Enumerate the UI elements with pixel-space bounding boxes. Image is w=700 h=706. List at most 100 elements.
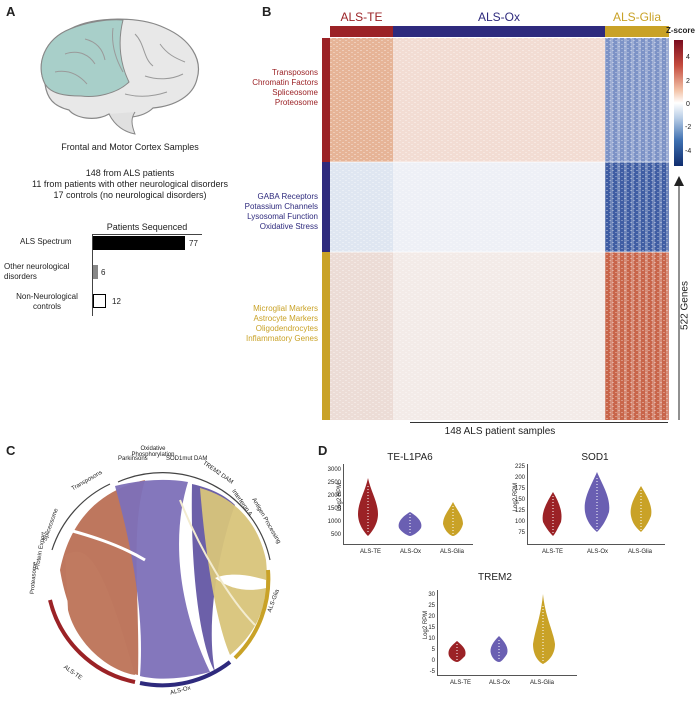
violin-shapes bbox=[542, 472, 652, 536]
ytick: 75 bbox=[518, 530, 525, 536]
y-axis-label: 522 Genes bbox=[679, 265, 691, 346]
violin-title: TE-L1PA6 bbox=[387, 452, 433, 463]
row-label: Microglial Markers bbox=[253, 304, 318, 313]
chord-ribbon-te-inner bbox=[65, 551, 135, 675]
ytick: 1500 bbox=[327, 506, 341, 512]
chord-diagram bbox=[48, 472, 271, 688]
violin-x-axis bbox=[437, 675, 577, 676]
ytick: 3000 bbox=[327, 467, 341, 473]
row-labels-te: Transposons Chromatin Factors Spliceosom… bbox=[238, 68, 318, 108]
bar-label-controls: Non-Neurological controls bbox=[16, 292, 78, 311]
arc-pathways bbox=[51, 472, 271, 561]
violin-shapes bbox=[358, 478, 463, 536]
ytick: 225 bbox=[514, 464, 525, 470]
legend-tick: 4 bbox=[686, 54, 690, 61]
bar-value-controls: 12 bbox=[112, 297, 121, 306]
chord-label: Oxidative Phosphorylation bbox=[131, 446, 175, 458]
ytick: 30 bbox=[428, 592, 435, 598]
row-label: Oxidative Stress bbox=[259, 222, 318, 231]
violin-title: TREM2 bbox=[478, 572, 512, 583]
violin-yticks: 225 200 175 150 125 100 75 bbox=[511, 462, 525, 539]
panel-label-c: C bbox=[6, 443, 16, 458]
ytick: 1000 bbox=[327, 519, 341, 525]
violin-yticks: 30 25 20 15 10 5 0 -5 bbox=[421, 590, 435, 678]
legend-tick: -2 bbox=[685, 124, 692, 131]
chord-ribbon-glia bbox=[200, 488, 267, 655]
group-label-glia: ALS-Glia bbox=[612, 10, 662, 24]
row-label: Proteosome bbox=[274, 98, 318, 107]
bar-label-als: ALS Spectrum bbox=[20, 237, 72, 246]
row-label: Potassium Channels bbox=[244, 202, 318, 211]
panel-label-d: D bbox=[318, 443, 328, 458]
ytick: 10 bbox=[428, 636, 435, 642]
violin-yticks: 3000 2500 2000 1500 1000 500 bbox=[327, 464, 341, 542]
violin-xlabel: ALS-TE bbox=[360, 549, 382, 555]
group-label-ox: ALS-Ox bbox=[477, 10, 520, 24]
row-label: Transposons bbox=[272, 68, 318, 77]
x-axis-rule bbox=[410, 422, 668, 423]
violin-xlabel: ALS-Ox bbox=[400, 549, 422, 555]
chord-label: Parkinsons bbox=[118, 456, 148, 462]
bar-other bbox=[93, 265, 98, 279]
ytick: 200 bbox=[514, 475, 525, 481]
row-label: Inflammatory Genes bbox=[245, 334, 318, 343]
ytick: 175 bbox=[514, 486, 525, 492]
ytick: 2000 bbox=[327, 493, 341, 499]
side-bar-glia bbox=[322, 252, 330, 420]
summary-line-other: 11 from patients with other neurological… bbox=[32, 179, 228, 189]
row-label: Lysosomal Function bbox=[247, 212, 318, 221]
chord-gap bbox=[215, 574, 266, 590]
violin-x-axis bbox=[527, 544, 665, 545]
violin-y-axis bbox=[343, 464, 344, 544]
header-bar-ox bbox=[393, 26, 605, 37]
ytick: 500 bbox=[330, 532, 341, 538]
arc-als-ox bbox=[139, 660, 232, 688]
violin-y-axis bbox=[527, 464, 528, 544]
row-labels-ox: GABA Receptors Potassium Channels Lysoso… bbox=[230, 192, 318, 232]
row-labels-glia: Microglial Markers Astrocyte Markers Oli… bbox=[230, 304, 318, 344]
row-label: Oligodendrocytes bbox=[255, 324, 318, 333]
legend-colorbar bbox=[674, 40, 683, 166]
ytick: 2500 bbox=[327, 480, 341, 486]
violin-xlabel: ALS-Ox bbox=[489, 680, 511, 686]
group-label-te: ALS-TE bbox=[340, 10, 383, 24]
ytick: -5 bbox=[429, 669, 435, 675]
header-bar-te bbox=[330, 26, 393, 37]
violin-xlabel: ALS-Glia bbox=[628, 549, 653, 555]
arc-als-te bbox=[48, 599, 136, 684]
legend-tick: 2 bbox=[686, 78, 690, 85]
x-axis-label: 148 ALS patient samples bbox=[444, 426, 556, 437]
chord-label: SOD1mut DAM bbox=[166, 456, 208, 462]
bar-controls bbox=[93, 294, 106, 308]
row-label: GABA Receptors bbox=[257, 192, 318, 201]
panel-label-b: B bbox=[262, 4, 272, 19]
violin-y-axis bbox=[437, 590, 438, 675]
ytick: 20 bbox=[428, 614, 435, 620]
legend-tick: 0 bbox=[686, 101, 690, 108]
bar-als bbox=[93, 236, 185, 250]
violin-title: SOD1 bbox=[581, 452, 609, 463]
ytick: 100 bbox=[514, 519, 525, 525]
panel-a-summary: 148 from ALS patients 11 from patients w… bbox=[10, 168, 250, 201]
ytick: 150 bbox=[514, 497, 525, 503]
heatmap bbox=[330, 38, 669, 420]
genes-arrow bbox=[674, 176, 684, 420]
header-bar-glia bbox=[605, 26, 669, 37]
legend-tick: -4 bbox=[685, 148, 692, 155]
violin-xlabel: ALS-Ox bbox=[587, 549, 609, 555]
legend-title: Z-score bbox=[666, 26, 695, 35]
arc-als-glia bbox=[233, 569, 271, 660]
ytick: 25 bbox=[428, 603, 435, 609]
violin-xlabel: ALS-Glia bbox=[530, 680, 555, 686]
panel-label-a: A bbox=[6, 4, 16, 19]
bar-label-other: Other neurological disorders bbox=[4, 262, 70, 281]
violin-xlabel: ALS-Glia bbox=[440, 549, 465, 555]
row-label: Spliceosome bbox=[272, 88, 318, 97]
ytick: 0 bbox=[431, 658, 435, 664]
side-bar-te bbox=[322, 38, 330, 162]
panel-a-caption: Frontal and Motor Cortex Samples bbox=[61, 142, 199, 152]
ytick: 15 bbox=[428, 625, 435, 631]
bar-chart-axis bbox=[92, 234, 93, 316]
violin-x-axis bbox=[343, 544, 473, 545]
row-label: Chromatin Factors bbox=[252, 78, 318, 87]
